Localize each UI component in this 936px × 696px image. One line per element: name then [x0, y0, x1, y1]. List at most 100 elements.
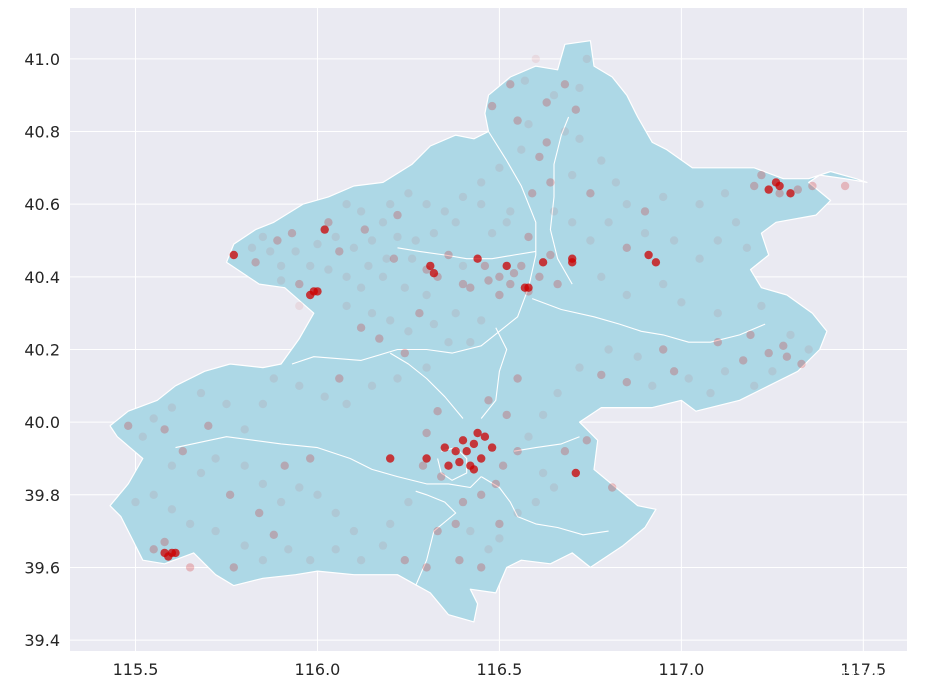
data-point-faint — [240, 425, 249, 434]
data-point-dense — [651, 258, 661, 267]
data-point-faint — [313, 239, 322, 249]
data-point — [659, 345, 668, 354]
data-point — [782, 352, 792, 361]
x-tick-label: 115.5 — [113, 660, 159, 679]
data-point — [513, 447, 522, 456]
data-point-faint — [648, 381, 657, 390]
data-point — [335, 374, 344, 383]
data-point-faint — [149, 490, 158, 499]
data-point-faint — [131, 497, 140, 507]
data-point — [389, 254, 399, 263]
data-point-dense — [568, 258, 577, 267]
data-point-faint — [331, 545, 340, 554]
data-point — [491, 479, 500, 489]
data-point-faint — [320, 392, 329, 401]
data-point — [622, 378, 631, 387]
data-point-dense — [644, 250, 653, 260]
district-border — [480, 327, 508, 419]
data-point-faint — [549, 483, 559, 492]
data-point-faint — [597, 156, 606, 165]
data-point — [542, 98, 551, 107]
beijing-region-shape — [109, 40, 868, 623]
data-point-faint — [720, 367, 730, 376]
data-point-dense — [571, 468, 580, 478]
data-point-faint — [349, 243, 359, 252]
data-point — [560, 447, 570, 456]
x-tick-label: 116.0 — [295, 660, 341, 679]
data-point — [229, 563, 238, 572]
data-point-faint — [451, 309, 460, 318]
y-tick-label: 40.2 — [24, 340, 60, 359]
data-point-dense — [429, 269, 439, 278]
data-point — [546, 178, 555, 187]
data-point — [750, 181, 759, 191]
data-point-faint — [276, 497, 286, 507]
data-point-faint — [659, 192, 668, 202]
data-point — [495, 519, 504, 529]
data-point — [433, 407, 442, 416]
data-point — [535, 272, 544, 281]
data-point-faint — [495, 163, 504, 172]
data-point — [160, 425, 169, 434]
data-point-faint — [342, 301, 351, 311]
data-point — [458, 279, 468, 289]
data-point-faint — [404, 497, 413, 507]
data-point — [506, 279, 515, 289]
data-point — [287, 229, 297, 238]
data-point — [509, 269, 519, 278]
data-point-faint — [713, 309, 722, 318]
district-border — [532, 298, 766, 343]
data-point-faint — [356, 556, 366, 565]
data-point-dense — [455, 457, 464, 467]
data-point-faint — [400, 283, 409, 292]
data-point-faint — [284, 545, 293, 554]
data-point-dense — [502, 261, 511, 271]
data-point — [477, 563, 486, 572]
scatter-points — [124, 54, 850, 572]
data-point — [495, 290, 504, 300]
data-point-faint — [586, 236, 595, 245]
data-point-faint — [367, 236, 377, 245]
data-point — [356, 323, 366, 332]
data-point — [746, 330, 755, 340]
data-point-faint — [306, 556, 315, 565]
data-point-faint — [349, 526, 359, 536]
data-point-faint — [324, 265, 333, 274]
data-point-dense — [469, 439, 479, 449]
data-point-faint — [196, 468, 206, 478]
district-border — [549, 116, 573, 285]
data-point-faint — [524, 432, 533, 441]
data-point-faint — [422, 290, 431, 300]
data-point-faint — [167, 505, 177, 514]
data-point-faint — [222, 399, 231, 409]
data-point-dense — [171, 548, 180, 558]
data-point — [324, 218, 333, 227]
data-point — [458, 497, 468, 507]
data-point-dense — [313, 287, 322, 296]
data-point — [669, 367, 679, 376]
data-point-faint — [407, 254, 417, 263]
data-point — [535, 152, 544, 162]
data-point — [506, 80, 515, 89]
data-point — [513, 116, 522, 125]
y-axis-tick-labels: 39.4 39.6 39.8 40.0 40.2 40.4 40.6 40.8 41.0 — [24, 50, 60, 650]
data-point — [528, 189, 537, 198]
data-point-faint — [386, 200, 395, 209]
data-point-faint — [477, 178, 486, 187]
data-point-faint — [247, 243, 257, 252]
data-point-faint — [757, 301, 766, 311]
data-point-faint — [196, 388, 206, 398]
data-point — [160, 537, 169, 547]
data-point-faint — [484, 545, 493, 554]
data-point-dense — [764, 185, 773, 194]
data-point-faint — [531, 54, 540, 64]
data-point — [480, 261, 490, 271]
data-point-faint — [568, 170, 577, 180]
data-point-faint — [695, 254, 704, 263]
data-point-faint — [291, 247, 300, 256]
data-point — [255, 508, 264, 518]
data-point-faint — [517, 145, 526, 154]
data-point — [306, 454, 315, 463]
data-point-faint — [477, 200, 486, 209]
